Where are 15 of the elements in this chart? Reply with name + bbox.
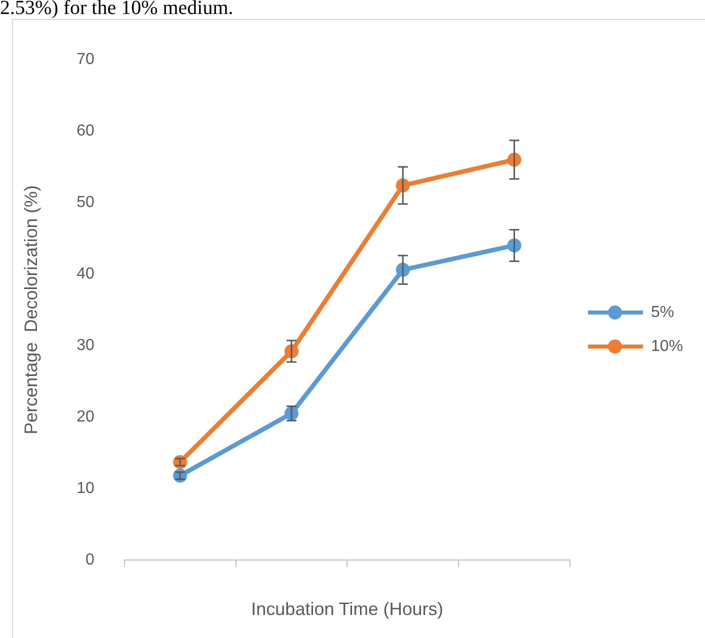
point: [173, 455, 188, 470]
y-tick-label: 40: [76, 265, 94, 282]
x-axis-title: Incubation Time (Hours): [251, 599, 444, 620]
y-tick-label: 50: [76, 194, 94, 211]
y-tick-label: 60: [76, 122, 94, 140]
point: [173, 468, 188, 483]
legend-label: 10%: [650, 338, 684, 355]
y-tick-label: 0: [85, 551, 94, 568]
y-tick-label: 20: [76, 408, 94, 426]
y-tick-label: 70: [76, 51, 94, 68]
text: 2.53%) for the 10% medium.: [0, 0, 234, 20]
y-tick-label: 30: [76, 336, 94, 354]
y-axis-title: Percentage Decolorization (%): [20, 185, 41, 434]
legend-label: 5%: [650, 304, 674, 321]
y-tick-label: 10: [76, 480, 94, 497]
